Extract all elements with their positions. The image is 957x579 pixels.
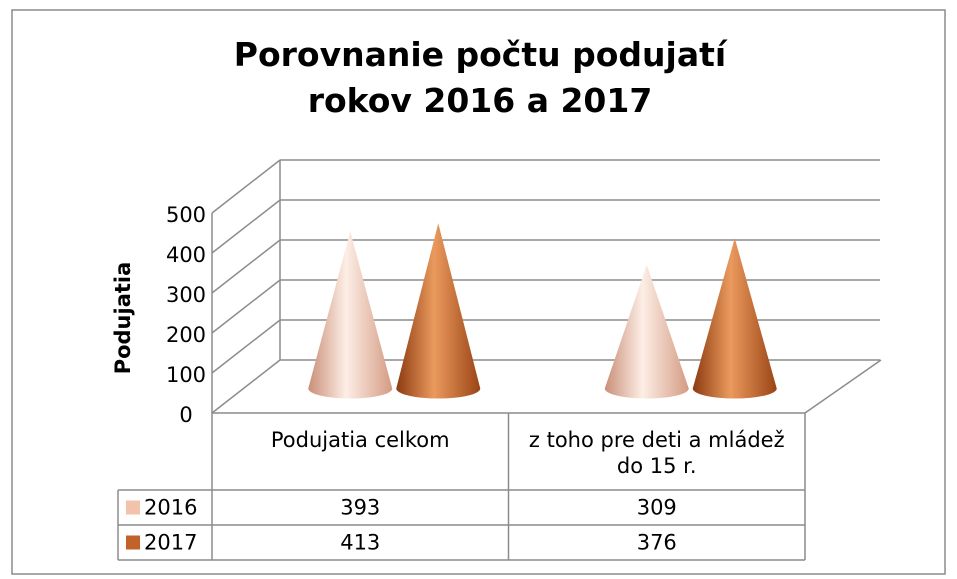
table-value: 376 bbox=[637, 531, 677, 555]
legend-swatch bbox=[126, 500, 140, 515]
grid-line bbox=[211, 239, 281, 294]
table-value: 309 bbox=[637, 496, 677, 520]
legend-label: 2016 bbox=[144, 496, 197, 520]
y-axis-label: Podujatia bbox=[111, 262, 135, 375]
category-label: Podujatia celkom bbox=[270, 428, 450, 452]
category-label: z toho pre deti a mládež do 15 r. bbox=[528, 428, 785, 478]
grid-line bbox=[211, 359, 281, 414]
y-tick-label: 100 bbox=[166, 363, 206, 387]
grid-line bbox=[211, 159, 281, 214]
grid-line bbox=[211, 199, 281, 254]
cone bbox=[604, 264, 689, 399]
legend-swatch bbox=[126, 535, 140, 550]
y-tick-label: 200 bbox=[166, 323, 206, 347]
cone bbox=[396, 223, 481, 399]
cone bbox=[308, 231, 393, 399]
chart-border bbox=[11, 9, 946, 575]
table-value: 393 bbox=[340, 496, 380, 520]
y-tick-label: 0 bbox=[179, 403, 192, 427]
chart-title: Porovnanie počtu podujatí rokov 2016 a 2… bbox=[233, 35, 727, 120]
y-tick-label: 300 bbox=[166, 283, 206, 307]
table-value: 413 bbox=[340, 531, 380, 555]
legend-label: 2017 bbox=[144, 531, 197, 555]
cone bbox=[692, 238, 777, 399]
floor-edge bbox=[804, 359, 882, 414]
grid-line bbox=[211, 279, 281, 334]
grid-line bbox=[211, 319, 281, 374]
y-tick-label: 500 bbox=[166, 203, 206, 227]
y-tick-label: 400 bbox=[166, 243, 206, 267]
